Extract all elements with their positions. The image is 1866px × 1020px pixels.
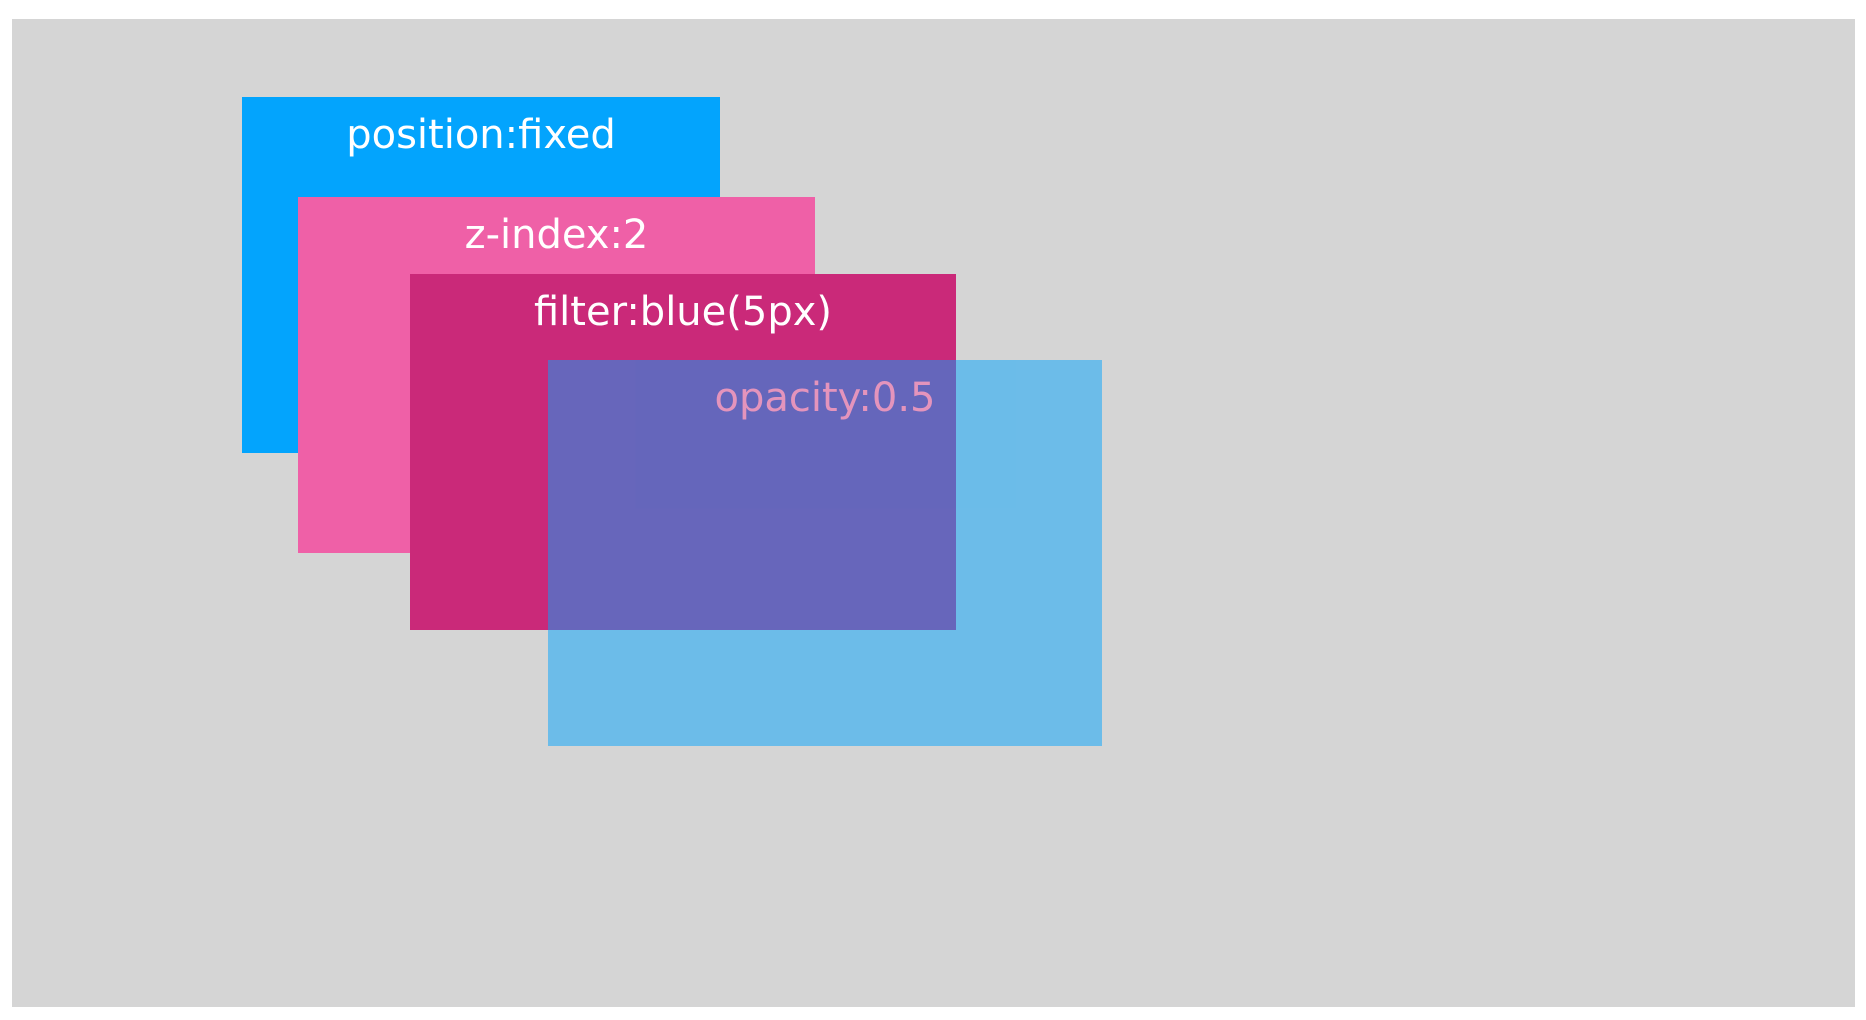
diagram-canvas: position:fixed z-index:2 filter:blue(5px…: [12, 19, 1855, 1007]
position-fixed-label: position:fixed: [346, 112, 616, 158]
opacity-box: opacity:0.5: [548, 360, 1102, 746]
opacity-label: opacity:0.5: [714, 375, 936, 421]
filter-label: filter:blue(5px): [533, 289, 832, 335]
z-index-label: z-index:2: [464, 212, 649, 258]
